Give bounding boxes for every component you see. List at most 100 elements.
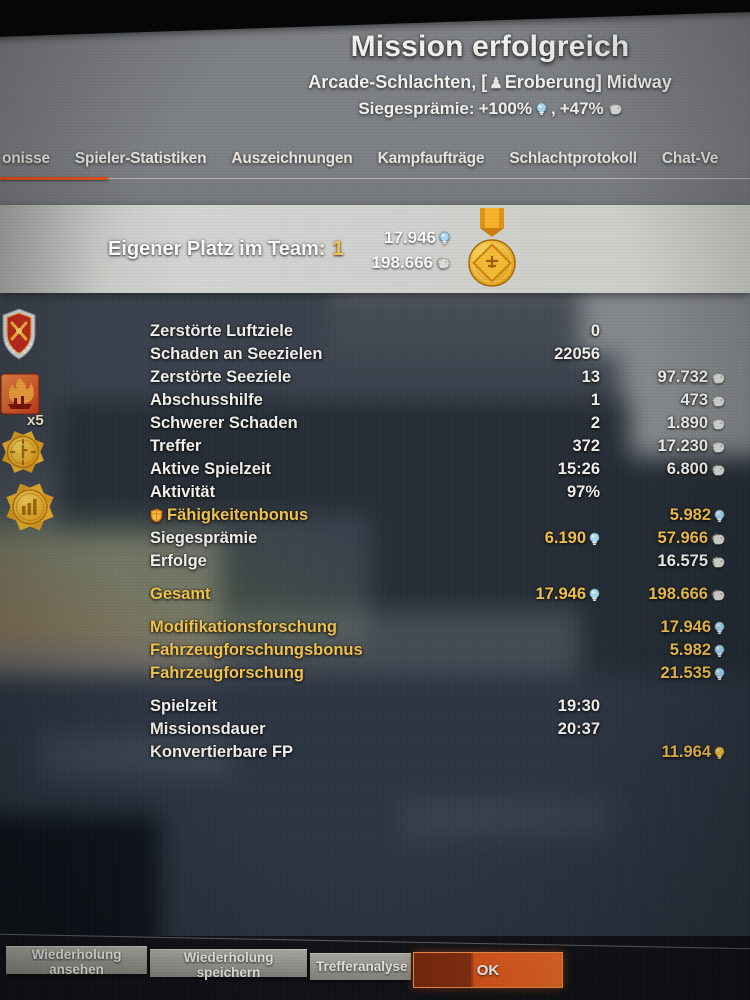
stat-label: Abschusshilfe bbox=[150, 391, 263, 409]
stat-value: 13 bbox=[581, 368, 600, 386]
stat-value: 97% bbox=[566, 483, 600, 501]
stat-row: Missionsdauer 20:37 bbox=[150, 718, 725, 741]
stat-value: 97.732 bbox=[658, 368, 725, 387]
stat-value: 2 bbox=[590, 414, 600, 432]
stat-value: 22056 bbox=[554, 345, 600, 363]
tab-auszeichnungen[interactable]: Auszeichnungen bbox=[231, 150, 353, 167]
stat-value: 372 bbox=[572, 437, 600, 455]
stat-label: Schwerer Schaden bbox=[150, 414, 298, 432]
stat-row: Aktive Spielzeit 15:26 6.800 bbox=[150, 458, 725, 481]
stat-row: Erfolge 16.575 bbox=[150, 550, 725, 573]
xp-icon bbox=[714, 621, 725, 635]
stat-value: 0 bbox=[590, 322, 600, 340]
rank-label: Eigener Platz im Team: bbox=[108, 237, 326, 260]
stat-label: Konvertierbare FP bbox=[150, 743, 294, 761]
ok-button[interactable]: OK bbox=[413, 952, 563, 988]
achievement-shield-icon[interactable] bbox=[2, 308, 36, 365]
credits-icon bbox=[711, 417, 725, 430]
stat-label: Fähigkeitenbonus bbox=[150, 506, 435, 525]
battle-info: Arcade-Schlachten, [♟ Eroberung] Midway bbox=[308, 72, 672, 92]
credits-icon bbox=[436, 256, 450, 269]
stat-value: 19:30 bbox=[557, 697, 600, 715]
rank-value: 1 bbox=[332, 237, 344, 260]
stat-value: 5.982 bbox=[670, 641, 725, 660]
team-rank-banner: Eigener Platz im Team: 1 17.946 198.666 bbox=[0, 205, 750, 293]
credits-icon bbox=[711, 440, 725, 453]
achievement-fire-icon[interactable] bbox=[0, 372, 40, 421]
results-tab-bar: onisse Spieler-Statistiken Auszeichnunge… bbox=[0, 150, 750, 180]
stat-value: 20:37 bbox=[557, 720, 600, 738]
xp-icon bbox=[714, 509, 725, 523]
skill-shield-icon bbox=[150, 508, 163, 523]
stat-row: Fähigkeitenbonus 5.982 bbox=[150, 504, 725, 527]
stat-value: 5.982 bbox=[670, 506, 725, 525]
stat-row: Modifikationsforschung 17.946 bbox=[150, 616, 725, 639]
achievement-crosshair-medal-icon[interactable] bbox=[0, 426, 46, 481]
battle-stats-table: Zerstörte Luftziele 0 Schaden an Seezielen… bbox=[150, 320, 725, 764]
stat-row: Abschusshilfe 1 473 bbox=[150, 389, 725, 412]
replay-save-button[interactable]: Wiederholung speichern bbox=[150, 949, 307, 980]
convertible-xp-icon bbox=[714, 746, 725, 760]
stat-row: Schaden an Seezielen 22056 bbox=[150, 343, 725, 366]
xp-icon bbox=[439, 231, 450, 245]
credits-icon bbox=[711, 555, 725, 568]
stat-label: Erfolge bbox=[150, 552, 207, 570]
stat-label: Spielzeit bbox=[150, 697, 217, 715]
capture-mode-icon: ♟ bbox=[489, 75, 503, 92]
stat-value: 15:26 bbox=[557, 460, 600, 478]
stat-value: 11.964 bbox=[661, 743, 725, 762]
stat-value: 473 bbox=[680, 391, 725, 410]
page-title: Mission erfolgreich bbox=[350, 30, 630, 63]
xp-icon bbox=[589, 532, 600, 546]
stat-value: 198.666 bbox=[648, 585, 725, 604]
stat-row: Konvertierbare FP 11.964 bbox=[150, 741, 725, 764]
stat-label: Aktivität bbox=[150, 483, 216, 501]
stat-row: Treffer 372 17.230 bbox=[150, 435, 725, 458]
hit-analysis-button[interactable]: Trefferanalyse bbox=[310, 953, 411, 980]
xp-icon bbox=[536, 102, 547, 116]
stat-row: Spielzeit 19:30 bbox=[150, 695, 725, 718]
credits-icon bbox=[711, 371, 725, 384]
tab-chat-verlauf[interactable]: Chat-Ve bbox=[661, 150, 719, 167]
stat-label: Missionsdauer bbox=[150, 720, 266, 738]
stat-value: 16.575 bbox=[658, 552, 725, 571]
achievement-flag-medal-icon[interactable] bbox=[3, 480, 57, 539]
tab-ergebnisse[interactable]: onisse bbox=[2, 150, 50, 167]
stat-label: Siegesprämie bbox=[150, 529, 258, 547]
stat-label: Treffer bbox=[150, 437, 202, 455]
stat-value: 17.946 bbox=[536, 585, 600, 604]
tab-schlachtprotokoll[interactable]: Schlachtprotokoll bbox=[509, 150, 637, 167]
stat-row: Gesamt 17.946 198.666 bbox=[150, 583, 725, 606]
credits-icon bbox=[711, 394, 725, 407]
stat-value: 6.800 bbox=[667, 460, 725, 479]
credits-icon bbox=[711, 588, 725, 601]
tab-kampfauftraege[interactable]: Kampfaufträge bbox=[377, 150, 485, 167]
tab-spieler-statistiken[interactable]: Spieler-Statistiken bbox=[74, 150, 207, 167]
xp-icon bbox=[589, 588, 600, 602]
stat-value: 17.946 bbox=[661, 618, 725, 637]
stat-row: Fahrzeugforschung 21.535 bbox=[150, 662, 725, 685]
xp-icon bbox=[714, 667, 725, 681]
stat-row: Siegesprämie 6.190 57.966 bbox=[150, 527, 725, 550]
stat-row: Aktivität 97% bbox=[150, 481, 725, 504]
stat-label: Fahrzeugforschung bbox=[150, 664, 305, 682]
bottom-button-bar: Wiederholung ansehen Wiederholung speich… bbox=[0, 936, 750, 1000]
credits-icon bbox=[607, 103, 622, 115]
stat-value: 17.230 bbox=[658, 437, 725, 456]
stat-label: Fahrzeugforschungsbonus bbox=[150, 641, 363, 659]
stat-value: 57.966 bbox=[658, 529, 725, 548]
stat-label: Aktive Spielzeit bbox=[150, 460, 272, 478]
stat-label: Schaden an Seezielen bbox=[150, 345, 323, 363]
result-header: Mission erfolgreich Arcade-Schlachten, [… bbox=[250, 30, 730, 119]
stat-value: 6.190 bbox=[545, 529, 600, 548]
stat-row: Schwerer Schaden 2 1.890 bbox=[150, 412, 725, 435]
stat-value: 1 bbox=[590, 391, 600, 409]
rank-medal-icon bbox=[468, 208, 516, 297]
banner-xp-value: 17.946 bbox=[384, 227, 436, 247]
xp-icon bbox=[714, 644, 725, 658]
stat-label: Gesamt bbox=[150, 585, 211, 603]
replay-watch-button[interactable]: Wiederholung ansehen bbox=[6, 946, 147, 977]
stat-value: 21.535 bbox=[661, 664, 725, 683]
stat-label: Zerstörte Seeziele bbox=[150, 368, 292, 386]
